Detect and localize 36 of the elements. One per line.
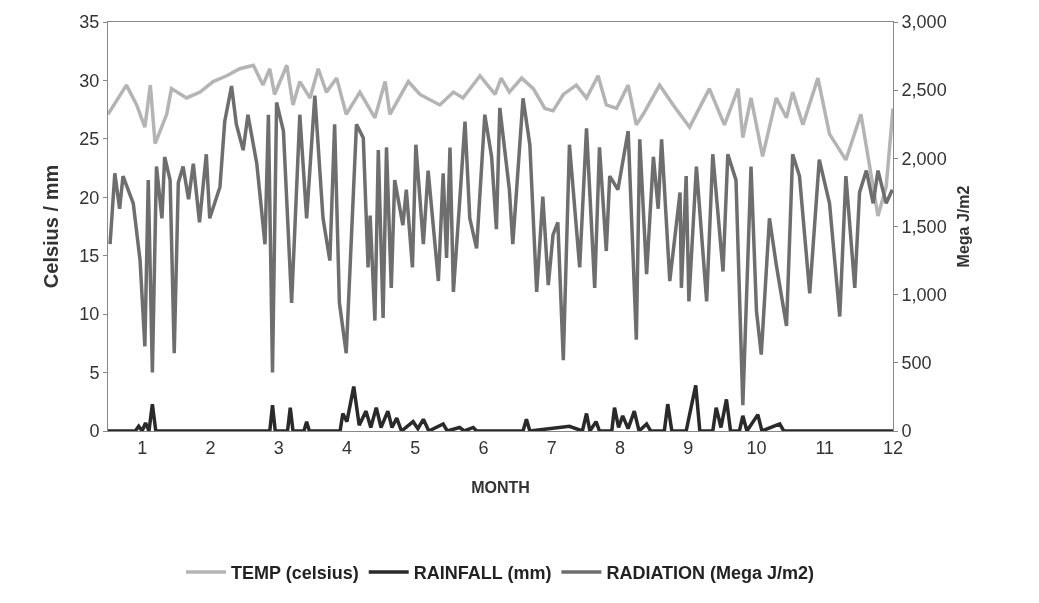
x-tick-label: 5 bbox=[410, 437, 421, 458]
x-axis-title: MONTH bbox=[471, 479, 530, 497]
x-tick-label: 6 bbox=[478, 437, 489, 458]
x-tick-label: 9 bbox=[683, 437, 694, 458]
x-tick-label: 2 bbox=[205, 437, 216, 458]
y-tick-label: 20 bbox=[79, 187, 100, 208]
y-tick-label: 0 bbox=[89, 421, 100, 442]
x-tick-label: 1 bbox=[137, 437, 148, 458]
y2-tick-label: 3,000 bbox=[901, 12, 947, 33]
y2-tick-label: 2,000 bbox=[901, 148, 947, 169]
line-series bbox=[108, 84, 893, 407]
x-tick-label: 8 bbox=[614, 437, 625, 458]
y-tick-label: 25 bbox=[79, 129, 100, 150]
y2-tick-label: 1,500 bbox=[901, 216, 947, 237]
y2-axis-title: Mega J/m2 bbox=[955, 185, 973, 268]
legend-label: TEMP (celsius) bbox=[231, 562, 359, 583]
x-tick-label: 10 bbox=[746, 437, 767, 458]
legend-label: RADIATION (Mega J/m2) bbox=[606, 562, 815, 583]
y2-tick-label: 2,500 bbox=[901, 80, 947, 101]
y-tick-label: 35 bbox=[79, 12, 100, 33]
x-tick-label: 3 bbox=[273, 437, 284, 458]
y-tick-label: 5 bbox=[89, 362, 100, 383]
line-series bbox=[108, 63, 893, 218]
y2-tick-label: 1,000 bbox=[901, 284, 947, 305]
y-axis-title: Celsius / mm bbox=[39, 164, 62, 289]
line-series bbox=[108, 383, 893, 431]
x-tick-label: 7 bbox=[546, 437, 557, 458]
x-tick-label: 11 bbox=[815, 437, 835, 458]
y2-tick-label: 0 bbox=[901, 421, 912, 442]
y-tick-label: 10 bbox=[79, 304, 100, 325]
x-tick-label: 12 bbox=[882, 437, 904, 458]
y2-tick-label: 500 bbox=[901, 353, 932, 374]
legend-label: RAINFALL (mm) bbox=[413, 562, 552, 583]
y-tick-label: 15 bbox=[79, 246, 100, 267]
x-tick-label: 4 bbox=[341, 437, 352, 458]
y-tick-label: 30 bbox=[79, 70, 100, 91]
